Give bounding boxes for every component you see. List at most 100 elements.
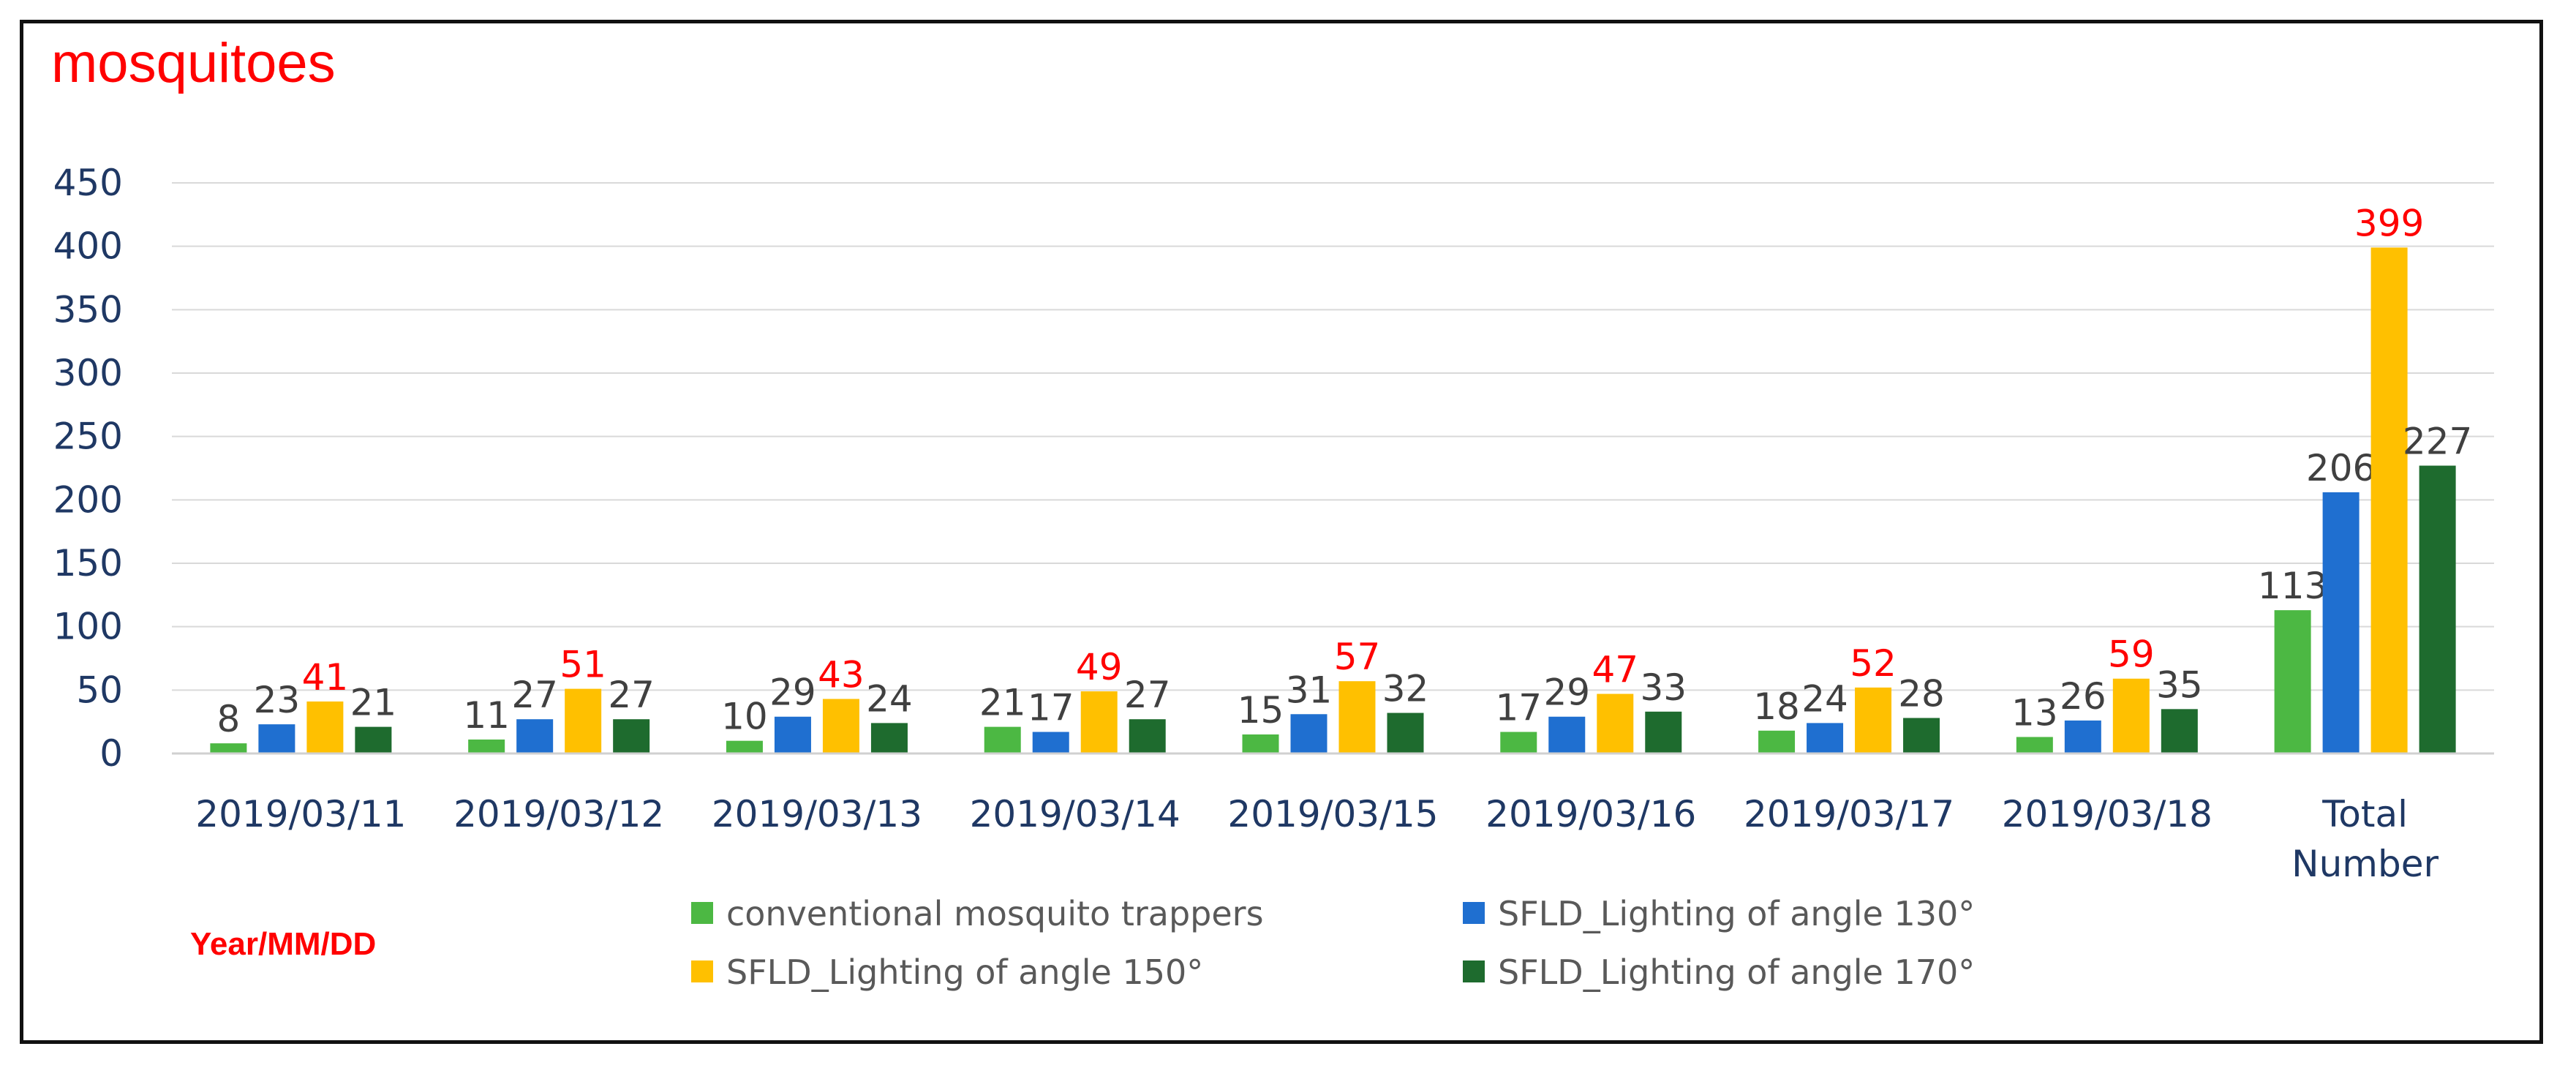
x-tick-label: Total — [2321, 793, 2408, 835]
bar — [1855, 687, 1892, 753]
x-tick-label: 2019/03/12 — [453, 793, 664, 835]
bar — [1807, 723, 1844, 753]
bar — [1032, 732, 1069, 753]
y-tick-label: 0 — [99, 732, 123, 775]
bar — [2274, 610, 2311, 753]
data-label: 21 — [350, 682, 397, 724]
y-tick-label: 200 — [53, 478, 123, 521]
data-label: 47 — [1592, 649, 1638, 691]
data-label: 29 — [1543, 672, 1590, 714]
legend-swatch — [1463, 902, 1485, 924]
data-label: 399 — [2354, 202, 2424, 244]
bar — [1903, 718, 1940, 753]
data-label: 29 — [769, 672, 816, 714]
bar — [565, 688, 602, 753]
x-tick-label: 2019/03/13 — [712, 793, 922, 835]
bar — [355, 726, 392, 753]
data-label: 32 — [1382, 668, 1429, 710]
data-label: 15 — [1238, 689, 1284, 732]
bar — [1758, 730, 1796, 753]
y-tick-label: 50 — [76, 669, 123, 711]
bar — [1129, 719, 1166, 753]
chart-title: mosquitoes — [51, 32, 336, 94]
data-label: 35 — [2156, 663, 2203, 706]
y-tick-label: 350 — [53, 288, 123, 331]
data-label: 206 — [2306, 447, 2376, 489]
x-tick-label: 2019/03/17 — [1744, 793, 1954, 835]
data-label: 27 — [511, 674, 558, 716]
x-tick-label: 2019/03/15 — [1227, 793, 1438, 835]
data-label: 43 — [818, 653, 865, 696]
data-label: 27 — [608, 674, 655, 716]
legend-swatch — [1463, 960, 1485, 982]
bar — [1080, 691, 1118, 753]
bar — [870, 723, 908, 753]
data-label: 24 — [1801, 677, 1848, 720]
legend-label: SFLD_Lighting of angle 150° — [726, 952, 1203, 992]
bar — [1645, 711, 1682, 753]
bar — [468, 739, 505, 753]
chart-border — [20, 20, 2543, 1044]
bar — [306, 701, 344, 753]
data-label: 17 — [1028, 687, 1074, 729]
data-label: 113 — [2258, 565, 2327, 607]
y-tick-label: 450 — [53, 162, 123, 204]
y-tick-label: 100 — [53, 606, 123, 648]
data-label: 13 — [2011, 691, 2058, 734]
data-label: 17 — [1495, 687, 1542, 729]
bar — [1500, 732, 1537, 753]
data-label: 27 — [1124, 674, 1171, 716]
bar — [1387, 713, 1424, 753]
data-label: 31 — [1286, 669, 1333, 711]
y-tick-label: 400 — [53, 225, 123, 268]
x-tick-label: 2019/03/11 — [195, 793, 406, 835]
legend-swatch — [691, 902, 713, 924]
x-tick-label: 2019/03/14 — [970, 793, 1180, 835]
data-label: 49 — [1076, 646, 1123, 688]
data-label: 57 — [1334, 636, 1381, 678]
bar — [2161, 709, 2198, 753]
bar — [822, 699, 859, 753]
y-tick-label: 250 — [53, 416, 123, 458]
bar — [2016, 737, 2053, 753]
data-label: 10 — [721, 696, 768, 738]
data-label: 33 — [1640, 666, 1687, 709]
x-axis-label: Year/MM/DD — [190, 926, 376, 962]
bar — [1597, 693, 1634, 753]
data-label: 26 — [2060, 675, 2106, 718]
bar — [774, 716, 811, 753]
bar — [1242, 734, 1279, 753]
bar — [2112, 678, 2150, 753]
data-label: 227 — [2403, 421, 2472, 463]
data-label: 21 — [979, 682, 1026, 724]
data-label: 23 — [254, 679, 301, 721]
x-tick-label: 2019/03/18 — [2002, 793, 2212, 835]
bar — [2064, 720, 2101, 753]
legend-label: SFLD_Lighting of angle 170° — [1498, 952, 1975, 992]
x-tick-label: Number — [2291, 843, 2438, 885]
data-label: 52 — [1850, 642, 1897, 685]
data-label: 28 — [1898, 672, 1945, 715]
data-label: 59 — [2108, 634, 2155, 676]
bar — [210, 743, 247, 753]
bar — [2370, 247, 2408, 753]
bar — [516, 719, 554, 753]
data-label: 41 — [302, 656, 349, 699]
bar — [2322, 492, 2360, 753]
bar — [726, 740, 763, 753]
bar — [1548, 716, 1586, 753]
bar — [984, 726, 1021, 753]
bar — [1338, 681, 1376, 753]
data-label: 51 — [560, 644, 606, 686]
x-tick-label: 2019/03/16 — [1485, 793, 1696, 835]
legend-label: conventional mosquito trappers — [726, 894, 1264, 933]
bar — [258, 724, 295, 753]
y-tick-label: 300 — [53, 352, 123, 394]
bar — [2419, 465, 2456, 753]
legend-label: SFLD_Lighting of angle 130° — [1498, 894, 1975, 933]
legend-swatch — [691, 960, 713, 982]
data-label: 18 — [1753, 685, 1800, 728]
data-label: 24 — [866, 677, 913, 720]
